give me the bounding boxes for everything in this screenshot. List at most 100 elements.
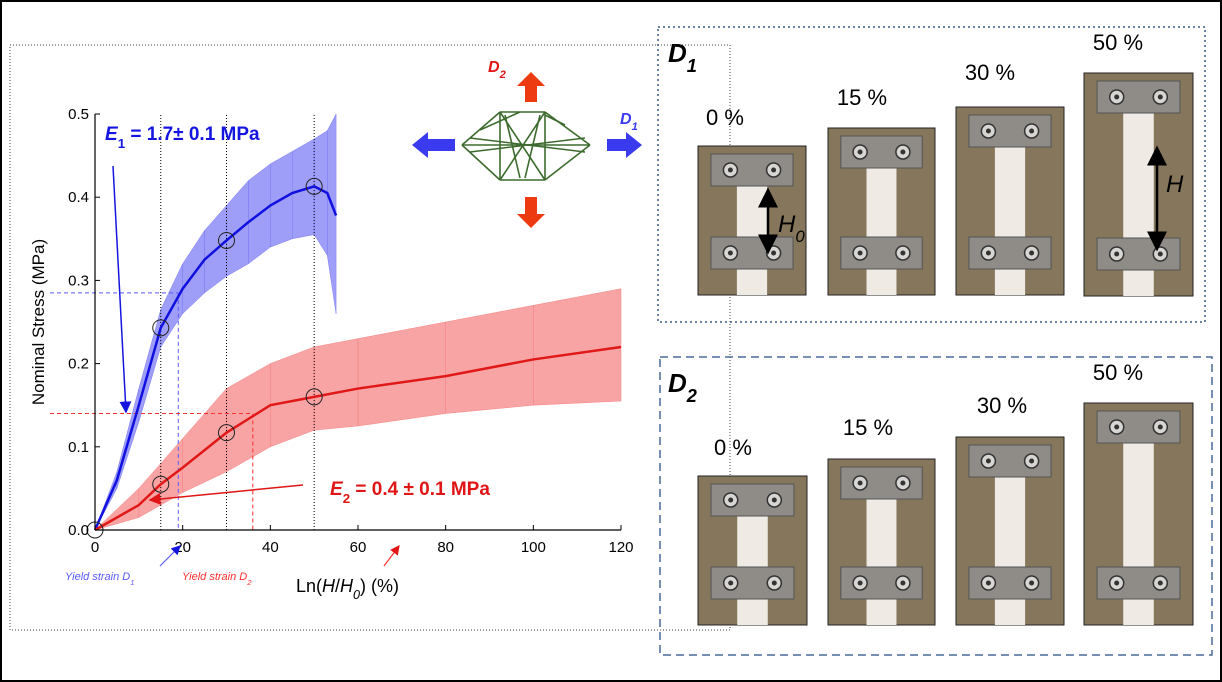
text-part: = 1.7± 0.1 MPa xyxy=(125,124,260,145)
screw xyxy=(985,128,991,134)
y-tick-label: 0.2 xyxy=(68,356,89,373)
screw xyxy=(1029,580,1035,586)
marker xyxy=(152,319,170,337)
mean-line xyxy=(93,185,338,531)
screw xyxy=(857,580,863,586)
photo xyxy=(1083,72,1194,297)
screw xyxy=(857,149,863,155)
screw xyxy=(771,167,777,173)
photo xyxy=(697,145,807,296)
direction-arrow xyxy=(412,132,455,158)
mesh-strand xyxy=(544,144,591,181)
specimen xyxy=(866,148,897,295)
strain-label: 50 % xyxy=(1093,30,1143,55)
specimen xyxy=(866,479,897,625)
screw xyxy=(900,250,906,256)
error-band xyxy=(533,288,622,406)
arrow xyxy=(112,165,132,414)
screw xyxy=(771,497,777,503)
screw xyxy=(1029,128,1035,134)
panel-frame xyxy=(659,356,1213,656)
screw xyxy=(900,480,906,486)
screw xyxy=(1114,251,1120,257)
arrow xyxy=(148,484,304,505)
yield-label: Yield strain D1 xyxy=(65,571,135,587)
specimen xyxy=(737,496,768,625)
annotation: E1 = 1.7± 0.1 MPa xyxy=(105,124,260,151)
text-part: D xyxy=(668,38,687,68)
text-part: 1 xyxy=(687,56,697,76)
direction-label: D1 xyxy=(620,111,638,133)
screw xyxy=(1157,251,1163,257)
arrow xyxy=(159,545,181,567)
direction-arrow xyxy=(517,197,545,228)
mesh-strand xyxy=(461,144,501,181)
marker xyxy=(152,475,170,493)
screw xyxy=(985,580,991,586)
y-tick-label: 0.1 xyxy=(68,439,89,456)
mesh-strand xyxy=(524,114,541,179)
x-tick-label: 20 xyxy=(174,539,191,556)
screw xyxy=(1029,250,1035,256)
text-part: Yield strain xyxy=(182,571,239,583)
error-band xyxy=(313,338,359,431)
strain-label: 0 % xyxy=(714,435,752,460)
panel-frame xyxy=(657,26,1206,323)
photo xyxy=(697,475,808,626)
text-part: 1 xyxy=(130,578,134,587)
mesh-strand xyxy=(469,137,586,153)
photo xyxy=(827,127,936,296)
screw xyxy=(1114,94,1120,100)
annotation: E2 = 0.4 ± 0.1 MPa xyxy=(330,479,490,506)
screw xyxy=(857,480,863,486)
y-axis-label: Nominal Stress (MPa) xyxy=(29,239,48,405)
screw xyxy=(771,250,777,256)
marker xyxy=(305,177,323,195)
screw xyxy=(1029,458,1035,464)
yield-label: Yield strain D2 xyxy=(182,571,252,587)
marker xyxy=(305,388,323,406)
photo xyxy=(1083,402,1194,626)
text-part: D xyxy=(488,59,500,76)
photo xyxy=(955,106,1065,296)
chart-frame xyxy=(9,44,731,631)
strain-label: 50 % xyxy=(1093,360,1143,385)
text-part: 0 xyxy=(795,227,805,246)
text-part: 0 xyxy=(353,588,360,602)
x-tick-label: 120 xyxy=(608,539,633,556)
screw xyxy=(1157,580,1163,586)
panel-title: D1 xyxy=(668,38,697,76)
text-part: 2 xyxy=(343,491,350,506)
text-part: Ln( xyxy=(296,576,322,596)
mesh-icon xyxy=(461,111,591,181)
screw xyxy=(1157,424,1163,430)
mesh-strand xyxy=(461,111,501,146)
y-tick-label: 0.4 xyxy=(68,189,89,206)
specimen xyxy=(994,457,1026,625)
x-tick-label: 100 xyxy=(521,539,546,556)
text-part: D xyxy=(668,368,687,398)
screw xyxy=(900,580,906,586)
x-tick-label: 60 xyxy=(350,539,367,556)
direction-arrow xyxy=(517,72,545,102)
screw xyxy=(1114,424,1120,430)
direction-label: D2 xyxy=(488,59,507,81)
mesh-strand xyxy=(544,111,591,146)
photo xyxy=(827,458,936,626)
marker xyxy=(218,424,235,442)
strain-label: 30 % xyxy=(977,393,1027,418)
strain-label: 15 % xyxy=(837,85,887,110)
specimen xyxy=(994,127,1026,295)
panel-title: D2 xyxy=(668,368,697,406)
x-axis-label: Ln(H/H0) (%) xyxy=(296,576,399,602)
screw xyxy=(727,250,733,256)
text-part: Yield strain xyxy=(65,571,122,583)
error-band xyxy=(357,321,446,427)
text-part: D xyxy=(122,571,130,583)
x-tick-label: 80 xyxy=(437,539,454,556)
screw xyxy=(771,580,777,586)
text-part: H xyxy=(322,576,336,596)
x-tick-label: 40 xyxy=(262,539,279,556)
screw xyxy=(857,250,863,256)
